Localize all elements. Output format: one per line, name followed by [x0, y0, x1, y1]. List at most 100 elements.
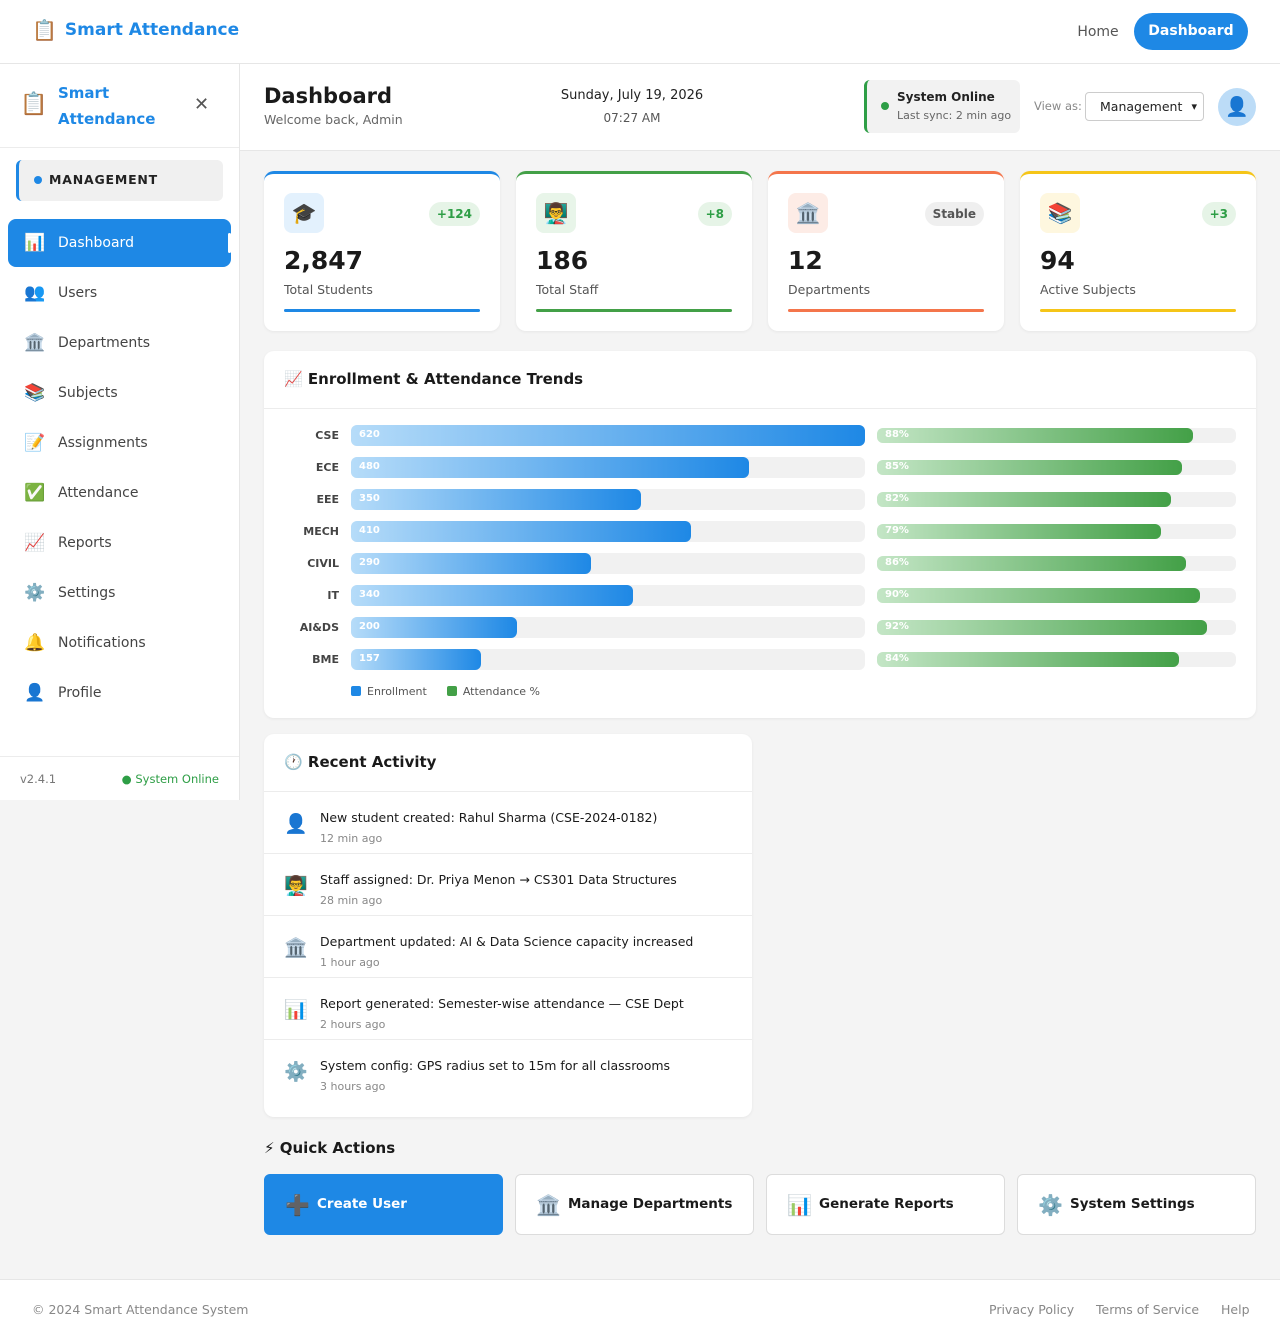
- system-settings-button[interactable]: ⚙️ System Settings: [1017, 1174, 1256, 1235]
- sidebar-item-dashboard[interactable]: 📊 Dashboard: [8, 219, 231, 267]
- enrollment-bar: 480: [351, 457, 749, 478]
- stat-badge: +3: [1201, 202, 1236, 226]
- category-label: AI&DS: [299, 621, 339, 634]
- trend-row: CIVIL 290 86%: [264, 553, 1256, 575]
- building-icon: 🏛️: [536, 1193, 561, 1217]
- footer: © 2024 Smart Attendance System Privacy P…: [0, 1279, 1280, 1340]
- brand-name: Smart Attendance: [64, 20, 240, 40]
- quick-action-label: System Settings: [1070, 1196, 1195, 1212]
- legend-enrollment: Enrollment: [351, 685, 427, 698]
- sidebar-item-label: Profile: [58, 685, 102, 701]
- sidebar-item-subjects[interactable]: 📚 Subjects: [8, 369, 231, 417]
- enrollment-value: 410: [359, 525, 380, 536]
- activity-item[interactable]: 📊 Report generated: Semester-wise attenda…: [264, 977, 752, 1039]
- attendance-bar: 86%: [877, 556, 1186, 571]
- building-icon: 🏛️: [788, 193, 828, 233]
- page-header: Dashboard Welcome back, Admin Sunday, Ju…: [240, 64, 1280, 151]
- sidebar-item-assignments[interactable]: 📝 Assignments: [8, 419, 231, 467]
- stat-badge: +8: [697, 202, 732, 226]
- close-icon[interactable]: ✕: [194, 94, 210, 115]
- sidebar-item-notifications[interactable]: 🔔 Notifications: [8, 619, 231, 667]
- sidebar-item-label: Reports: [58, 535, 112, 551]
- attendance-value: 86%: [885, 557, 909, 568]
- sidebar-item-settings[interactable]: ⚙️ Settings: [8, 569, 231, 617]
- sidebar-item-label: Notifications: [58, 635, 146, 651]
- reports-icon: 📈: [24, 533, 46, 553]
- copyright: © 2024 Smart Attendance System: [32, 1302, 249, 1317]
- stat-value: 186: [536, 246, 589, 275]
- activity-item[interactable]: 👤 New student created: Rahul Sharma (CSE-…: [264, 791, 752, 853]
- sidebar-item-attendance[interactable]: ✅ Attendance: [8, 469, 231, 517]
- graduation-cap-icon: 🎓: [284, 193, 324, 233]
- trend-row: AI&DS 200 92%: [264, 617, 1256, 639]
- sidebar-item-label: Departments: [58, 335, 151, 351]
- recent-activity-panel: 🕐 Recent Activity 👤 New student created: …: [264, 734, 752, 1117]
- chart-legend: Enrollment Attendance %: [351, 685, 540, 698]
- view-as-select[interactable]: Management ▾: [1085, 92, 1204, 121]
- enrollment-value: 157: [359, 653, 380, 664]
- help-link[interactable]: Help: [1221, 1302, 1250, 1317]
- sidebar-item-label: Dashboard: [58, 235, 134, 251]
- activity-time: 12 min ago: [320, 832, 383, 845]
- stat-label: Departments: [788, 282, 871, 297]
- activity-text: Report generated: Semester-wise attendan…: [320, 996, 684, 1011]
- stat-accent-bar: [536, 309, 732, 312]
- enrollment-value: 480: [359, 461, 380, 472]
- quick-action-label: Manage Departments: [568, 1196, 733, 1212]
- nav-home-link[interactable]: Home: [1077, 24, 1119, 40]
- privacy-link[interactable]: Privacy Policy: [989, 1302, 1075, 1317]
- generate-reports-button[interactable]: 📊 Generate Reports: [766, 1174, 1005, 1235]
- version-label: v2.4.1: [20, 772, 57, 786]
- building-icon: 🏛️: [284, 937, 308, 959]
- enrollment-bar: 350: [351, 489, 642, 510]
- quick-action-label: Create User: [317, 1196, 407, 1212]
- attendance-icon: ✅: [24, 483, 46, 503]
- nav-dashboard-button[interactable]: Dashboard: [1134, 13, 1248, 50]
- stat-label: Total Students: [284, 282, 373, 297]
- trends-panel: 📈 Enrollment & Attendance Trends CSE 620 8…: [264, 351, 1256, 718]
- enrollment-track: 620: [351, 425, 865, 446]
- active-subjects-card[interactable]: 📚 +3 94 Active Subjects: [1020, 171, 1256, 331]
- enrollment-track: 480: [351, 457, 865, 478]
- enrollment-track: 290: [351, 553, 865, 574]
- assignments-icon: 📝: [24, 433, 46, 453]
- plus-icon: ➕: [285, 1193, 310, 1217]
- page-title: Dashboard: [264, 84, 393, 108]
- departments-card[interactable]: 🏛️ Stable 12 Departments: [768, 171, 1004, 331]
- sidebar-item-users[interactable]: 👥 Users: [8, 269, 231, 317]
- sidebar-item-reports[interactable]: 📈 Reports: [8, 519, 231, 567]
- sidebar-item-label: Settings: [58, 585, 116, 601]
- sidebar-item-profile[interactable]: 👤 Profile: [8, 669, 231, 717]
- stat-accent-bar: [788, 309, 984, 312]
- attendance-bar: 82%: [877, 492, 1172, 507]
- quick-action-label: Generate Reports: [819, 1196, 954, 1212]
- stat-value: 94: [1040, 246, 1075, 275]
- avatar[interactable]: 👤: [1218, 88, 1256, 126]
- terms-link[interactable]: Terms of Service: [1096, 1302, 1200, 1317]
- attendance-track: 79%: [877, 524, 1236, 539]
- total-staff-card[interactable]: 👨‍🏫 +8 186 Total Staff: [516, 171, 752, 331]
- notifications-icon: 🔔: [24, 633, 46, 653]
- attendance-bar: 92%: [877, 620, 1208, 635]
- sidebar-item-label: Attendance: [58, 485, 139, 501]
- sidebar-item-departments[interactable]: 🏛️ Departments: [8, 319, 231, 367]
- activity-text: New student created: Rahul Sharma (CSE-2…: [320, 810, 658, 825]
- enrollment-bar: 340: [351, 585, 633, 606]
- activity-item[interactable]: 🏛️ Department updated: AI & Data Science …: [264, 915, 752, 977]
- attendance-value: 88%: [885, 429, 909, 440]
- trend-row: IT 340 90%: [264, 585, 1256, 607]
- trends-title: 📈 Enrollment & Attendance Trends: [284, 370, 584, 388]
- brand-logo[interactable]: 📋 Smart Attendance: [32, 18, 239, 42]
- enrollment-value: 620: [359, 429, 380, 440]
- activity-text: Department updated: AI & Data Science ca…: [320, 934, 694, 949]
- category-label: ECE: [315, 461, 339, 474]
- attendance-track: 82%: [877, 492, 1236, 507]
- activity-item[interactable]: 👨‍🏫 Staff assigned: Dr. Priya Menon → CS3…: [264, 853, 752, 915]
- attendance-value: 84%: [885, 653, 909, 664]
- total-students-card[interactable]: 🎓 +124 2,847 Total Students: [264, 171, 500, 331]
- enrollment-value: 200: [359, 621, 380, 632]
- create-user-button[interactable]: ➕ Create User: [264, 1174, 503, 1235]
- activity-item[interactable]: ⚙️ System config: GPS radius set to 15m f…: [264, 1039, 752, 1101]
- manage-departments-button[interactable]: 🏛️ Manage Departments: [515, 1174, 754, 1235]
- sidebar: 📋 Smart Attendance ✕ MANAGEMENT 📊 Dashboa…: [0, 64, 240, 800]
